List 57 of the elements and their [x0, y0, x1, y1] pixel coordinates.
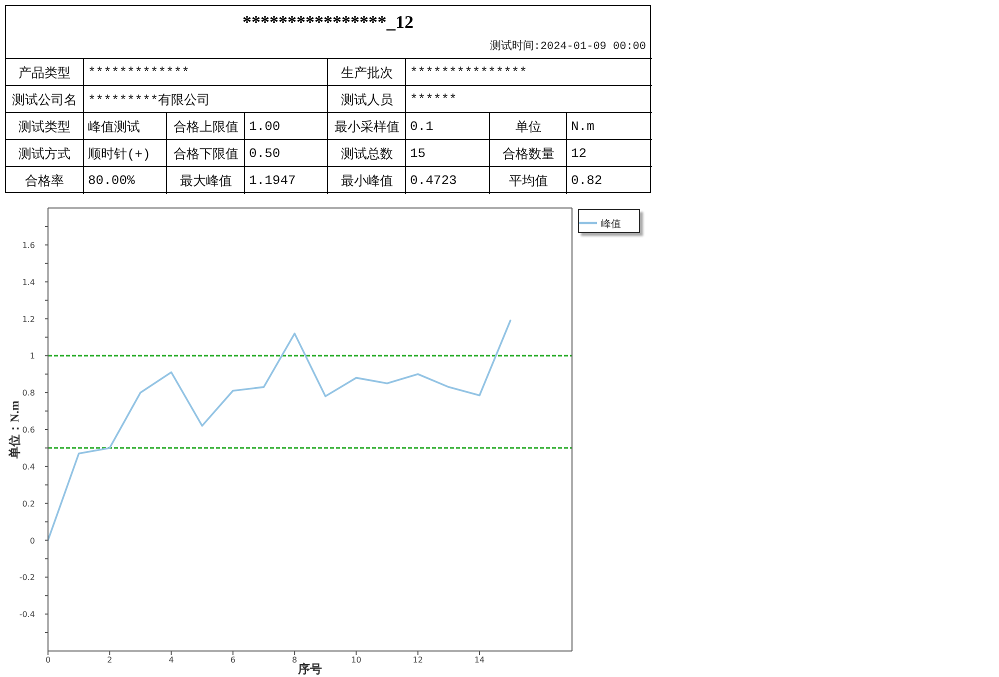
x-axis-title: 序号: [297, 662, 322, 676]
text: 测试总数: [341, 146, 393, 162]
y-tick-label: -0.4: [19, 610, 35, 620]
text: ******: [410, 92, 457, 107]
line-series: [48, 320, 512, 542]
text: 0.50: [249, 146, 280, 161]
x-tick-label: 6: [230, 656, 236, 665]
text: 80.00%: [88, 173, 135, 188]
text: 最大峰值: [180, 172, 232, 190]
y-tick-label: 0.6: [22, 426, 35, 434]
text: 单位: [516, 118, 542, 136]
text: 1.1947: [249, 173, 296, 188]
text: 1.00: [249, 119, 280, 134]
x-tick-label: 12: [412, 656, 423, 665]
text: 测试时间:2024-01-09 00:00: [490, 41, 646, 53]
text: 合格上限值: [174, 118, 238, 136]
text: *************: [88, 65, 190, 80]
x-tick-label: 0: [45, 656, 51, 665]
text: 顺时针(+): [88, 146, 150, 162]
text: 测试公司名: [12, 92, 77, 108]
legend-label: 峰值: [601, 218, 621, 230]
y-tick-label: 0.2: [22, 499, 35, 508]
text: 15: [410, 146, 426, 161]
y-tick-label: 0: [30, 536, 35, 546]
y-tick-label: 0.8: [22, 388, 35, 398]
text: 0.4723: [410, 173, 457, 188]
y-tick-label: 1: [30, 352, 35, 361]
text: 最小峰值: [341, 172, 393, 190]
text: 测试方式: [18, 146, 70, 162]
x-tick-label: 8: [292, 656, 298, 665]
x-tick-label: 2: [107, 656, 112, 665]
y-tick-label: 1.6: [22, 240, 35, 250]
text: 0.82: [571, 173, 602, 188]
text: 合格率: [25, 172, 64, 190]
y-tick-label: 0.4: [22, 462, 35, 472]
x-tick-label: 14: [474, 656, 485, 665]
text: *********有限公司: [88, 92, 210, 108]
text: ***************: [410, 65, 528, 80]
y-tick-label: 1.4: [22, 278, 35, 287]
text: N.m: [571, 119, 594, 134]
text: 产品类型: [18, 64, 70, 82]
text: 最小采样值: [334, 118, 400, 136]
text: 合格下限值: [174, 146, 238, 162]
text: 生产批次: [341, 64, 393, 82]
text: ****************_12: [242, 12, 414, 32]
text: 合格数量: [502, 146, 554, 162]
text: 0.1: [410, 119, 434, 134]
x-tick-label: 4: [168, 656, 174, 665]
y-tick-label: 1.2: [22, 314, 35, 324]
text: 平均值: [509, 172, 548, 190]
y-tick-label: -0.2: [19, 573, 35, 582]
text: 12: [571, 146, 587, 161]
y-axis-title: 单位：N.m: [7, 400, 22, 460]
text: 测试类型: [18, 118, 70, 136]
x-tick-label: 10: [351, 656, 362, 665]
text: 峰值测试: [88, 118, 140, 136]
text: 测试人员: [341, 92, 393, 108]
